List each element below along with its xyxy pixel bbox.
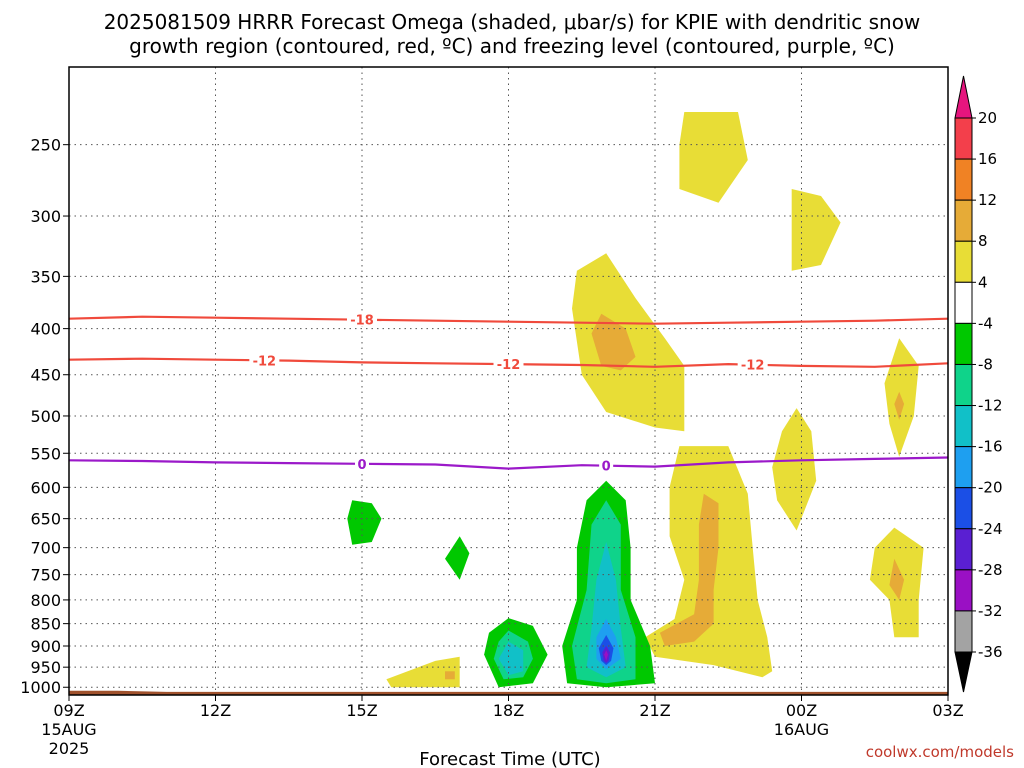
y-tick-label-550: 550 <box>30 444 61 463</box>
y-tick-label-850: 850 <box>30 615 61 634</box>
colorbar-segment-11 <box>954 569 973 612</box>
y-tick-label-700: 700 <box>30 539 61 558</box>
colorbar-label-3: 8 <box>978 232 988 250</box>
colorbar-bottom-arrow <box>954 651 973 693</box>
y-tick-label-450: 450 <box>30 366 61 385</box>
contour-line-m18 <box>68 315 949 325</box>
colorbar-label-11: -28 <box>978 561 1003 579</box>
omega-region-11 <box>386 656 460 688</box>
y-tick-label-950: 950 <box>30 658 61 677</box>
x-tick-label-03Z: 03Z <box>932 701 963 720</box>
omega-region-10 <box>889 558 905 600</box>
colorbar-label-7: -12 <box>978 397 1003 415</box>
omega-region-1 <box>791 189 841 271</box>
y-tick-label-800: 800 <box>30 591 61 610</box>
contour-label-m18-0: -18 <box>350 314 374 329</box>
y-tick-label-900: 900 <box>30 637 61 656</box>
contour-label-bg <box>249 352 280 368</box>
contour-label-0-3: 0 <box>602 460 611 475</box>
colorbar-label-8: -16 <box>978 438 1003 456</box>
y-tick-label-650: 650 <box>30 510 61 529</box>
contour-label-bg <box>737 356 768 372</box>
colorbar-label-12: -32 <box>978 602 1003 620</box>
plot-area <box>69 112 948 695</box>
colorbar-label-6: -8 <box>978 355 993 373</box>
colorbar-segment-6 <box>954 363 973 407</box>
y-tick-label-400: 400 <box>30 320 61 339</box>
omega-region-0 <box>679 112 748 203</box>
omega-region-14 <box>445 536 470 580</box>
x-tick-label-21Z: 21Z <box>639 701 670 720</box>
contour-label-m12-1: -12 <box>497 358 521 373</box>
x-tick-label-18Z: 18Z <box>493 701 524 720</box>
colorbar-label-2: 12 <box>978 191 997 209</box>
x-tick-year-09Z: 2025 <box>49 739 90 758</box>
contour-line-0 <box>68 456 949 470</box>
omega-region-7 <box>884 338 919 457</box>
x-axis-label: Forecast Time (UTC) <box>419 749 600 768</box>
colorbar-segment-12 <box>954 610 973 653</box>
x-tick-label-12Z: 12Z <box>200 701 231 720</box>
colorbar-label-4: 4 <box>978 273 988 291</box>
contour-lines: -18 -12 0 -12 -12 0 <box>68 311 949 475</box>
x-tick-date-00Z: 16AUG <box>774 720 829 739</box>
colorbar-segment-1 <box>954 158 973 201</box>
chart-title-line-2: growth region (contoured, red, ºC) and f… <box>129 34 895 58</box>
contour-label-m12-0: -12 <box>253 354 277 369</box>
omega-region-8 <box>894 391 905 420</box>
y-axis: 250 300 350 400 450 500 550 600 650 700 750 800 850 9… <box>20 136 69 697</box>
x-tick-label-15Z: 15Z <box>346 701 377 720</box>
omega-region-12 <box>445 671 455 680</box>
y-tick-label-300: 300 <box>30 207 61 226</box>
terrain-surface <box>69 690 948 695</box>
x-tick-date-09Z: 15AUG <box>41 720 96 739</box>
colorbar-label-9: -20 <box>978 479 1003 497</box>
x-tick-label-00Z: 00Z <box>786 701 817 720</box>
colorbar-label-13: -36 <box>978 643 1003 661</box>
contour-label-bg <box>347 311 377 327</box>
x-tick-label-09Z: 09Z <box>53 701 84 720</box>
colorbar-segment-5 <box>954 322 973 365</box>
omega-region-13 <box>347 500 382 545</box>
y-tick-label-600: 600 <box>30 478 61 497</box>
omega-region-5 <box>659 493 719 646</box>
contour-label-bg <box>493 356 524 372</box>
y-tick-label-500: 500 <box>30 407 61 426</box>
colorbar-top-arrow <box>954 75 973 119</box>
colorbar-segment-8 <box>954 446 973 489</box>
chart-title-line-1: 2025081509 HRRR Forecast Omega (shaded, … <box>104 10 921 34</box>
colorbar-label-5: -4 <box>978 314 993 332</box>
omega-region-3 <box>591 313 636 371</box>
contour-label-0-0: 0 <box>357 458 366 473</box>
colorbar: 20 16 12 8 4 -4 -8 -12 -16 -20 -24 -28 -32 -36 <box>954 75 1003 693</box>
omega-region-6 <box>772 408 817 531</box>
colorbar-segment-3 <box>954 240 973 283</box>
colorbar-label-10: -24 <box>978 520 1003 538</box>
y-tick-label-250: 250 <box>30 136 61 155</box>
credit-text: coolwx.com/models <box>866 743 1014 761</box>
colorbar-segment-2 <box>954 199 973 242</box>
omega-region-24 <box>604 650 609 661</box>
colorbar-segment-9 <box>954 487 973 530</box>
y-tick-label-750: 750 <box>30 566 61 585</box>
contour-label-m12-2: -12 <box>741 359 765 374</box>
colorbar-label-0: 20 <box>978 109 997 127</box>
y-tick-label-350: 350 <box>30 267 61 286</box>
contour-label-bg <box>599 457 614 473</box>
colorbar-segment-0 <box>954 117 973 160</box>
colorbar-segment-10 <box>954 528 973 571</box>
contour-label-bg <box>355 455 369 471</box>
grid-lines <box>69 67 948 695</box>
colorbar-label-1: 16 <box>978 150 997 168</box>
y-tick-label-1000: 1000 <box>20 678 61 697</box>
colorbar-segment-4 <box>954 281 973 324</box>
colorbar-segment-7 <box>954 405 973 448</box>
